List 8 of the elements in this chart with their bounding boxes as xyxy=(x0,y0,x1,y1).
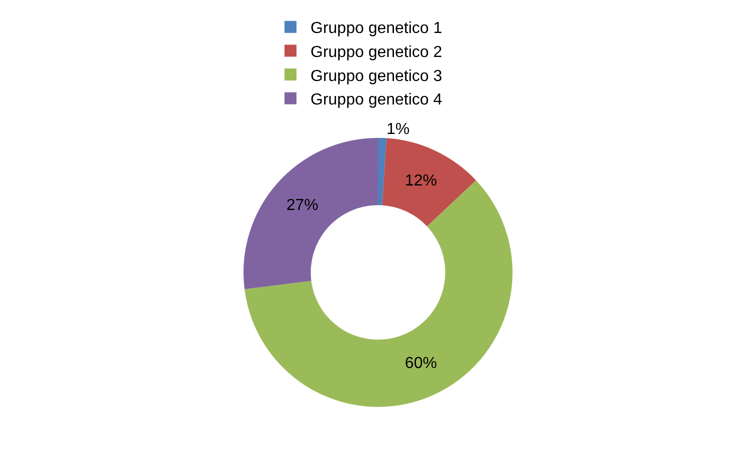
legend-label: Gruppo genetico 4 xyxy=(310,92,442,109)
data-label: 12% xyxy=(404,172,437,190)
data-label: 60% xyxy=(404,355,437,372)
data-label: 27% xyxy=(286,197,318,214)
data-label: 1% xyxy=(386,120,410,138)
legend-label: Gruppo genetico 1 xyxy=(310,20,442,38)
legend-label: Gruppo genetico 2 xyxy=(310,44,442,61)
legend-label: Gruppo genetico 3 xyxy=(310,68,442,85)
